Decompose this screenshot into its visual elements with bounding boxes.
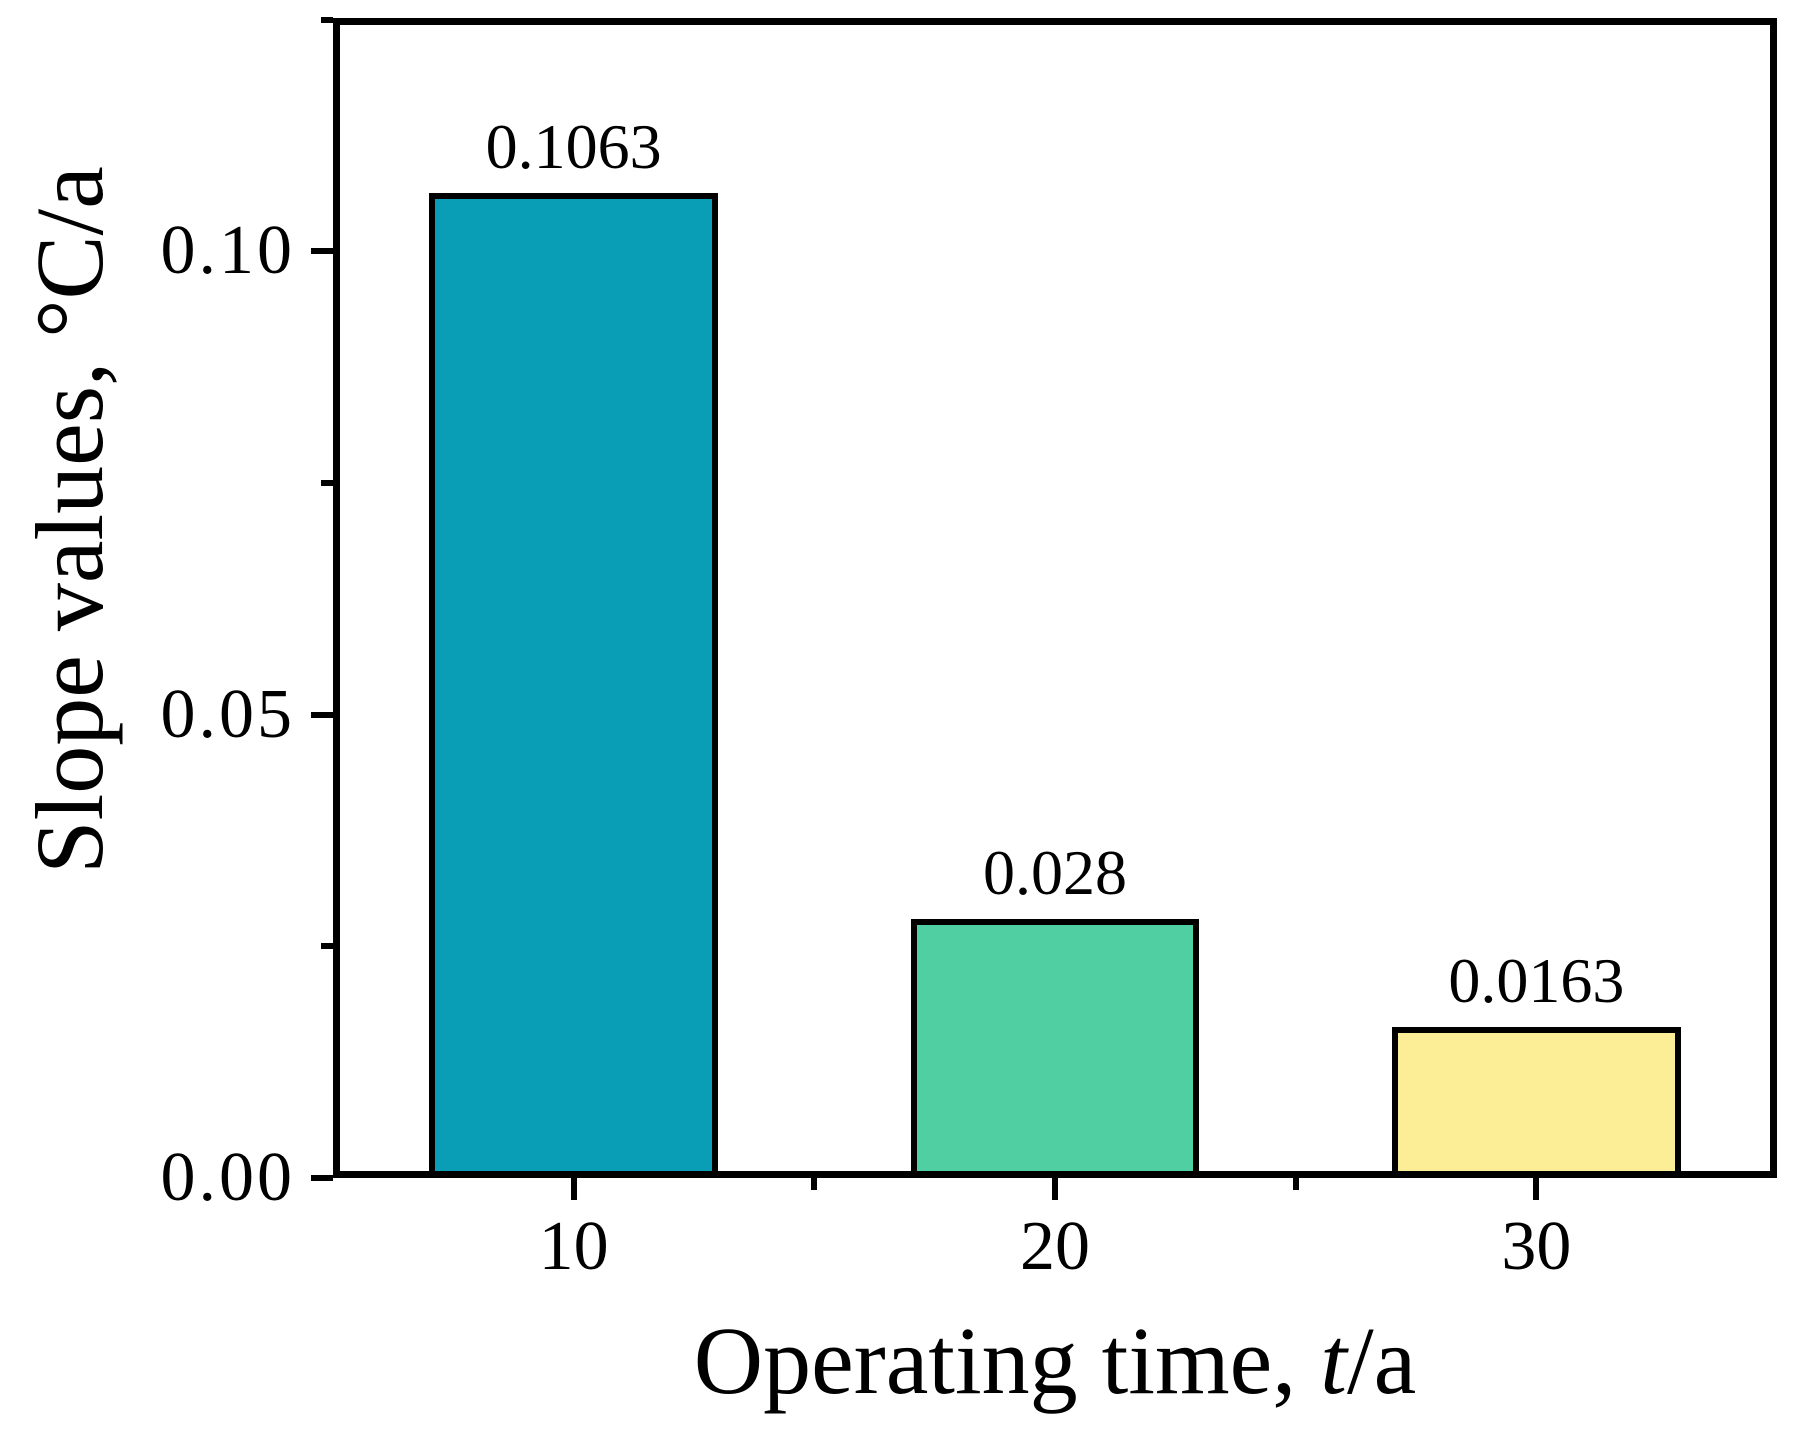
x-minor-tick [1292,1178,1299,1190]
y-major-tick [311,711,333,718]
y-tick-label: 0.00 [160,1139,295,1216]
y-tick-label: 0.10 [160,212,295,290]
y-tick-label: 0.05 [160,675,295,753]
bar-value-label: 0.028 [983,836,1127,908]
x-tick-label: 10 [538,1208,609,1285]
x-major-tick [570,1178,577,1200]
x-tick-label: 30 [1501,1208,1572,1285]
y-major-tick [311,1175,333,1181]
bar-20 [910,918,1200,1178]
x-axis-title: Operating time, t/a [694,1308,1416,1414]
plot-frame [333,18,1777,1178]
x-major-tick [1052,1178,1058,1200]
bar-value-label: 0.0163 [1448,944,1625,1016]
y-major-tick [311,248,333,255]
plot-area: 0.1063 0.028 0.0163 [333,18,1777,1178]
y-minor-tick [321,943,333,950]
x-axis-title-unit: /a [1346,1307,1417,1414]
x-tick-label: 20 [1020,1208,1090,1285]
x-major-tick [1533,1178,1540,1200]
x-minor-tick [811,1178,818,1190]
x-axis-title-variable: t [1320,1307,1347,1414]
bar-value-label: 0.1063 [485,111,662,183]
x-axis-title-text: Operating time, [693,1307,1321,1414]
y-minor-tick [321,480,333,487]
y-minor-tick [321,16,333,23]
y-axis-title: Slope values, °C/a [16,166,124,874]
